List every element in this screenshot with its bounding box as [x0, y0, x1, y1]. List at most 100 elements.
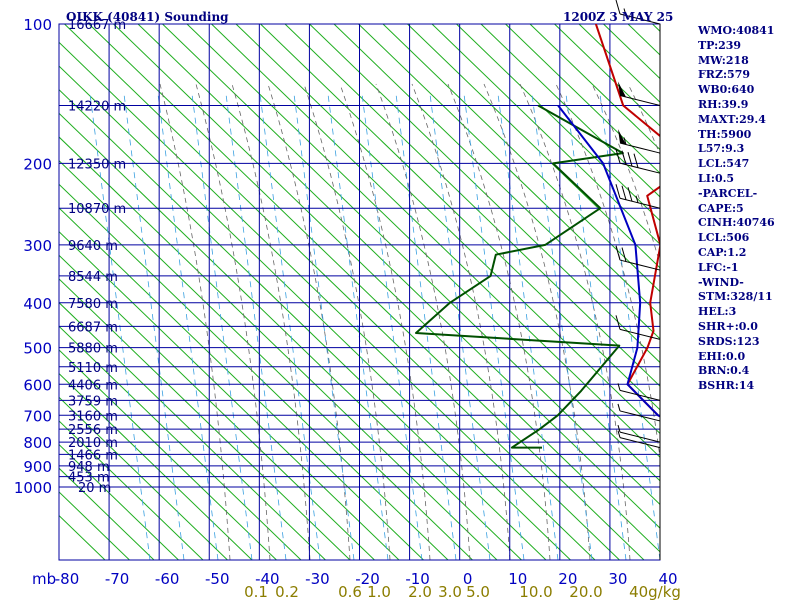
wind-barb-flag [627, 152, 633, 167]
wind-barb-shaft [619, 162, 661, 174]
mixing-ratio-label: 20.0 [569, 583, 602, 600]
pressure-tick-label: 200 [23, 155, 52, 173]
pressure-tick-label: 100 [23, 16, 52, 34]
wind-barb-flag [615, 0, 621, 15]
dry-adiabat-line [59, 467, 155, 560]
wind-barb-flag [615, 184, 621, 199]
wind-barb-shaft [619, 389, 661, 401]
wind-barb-shaft [619, 259, 661, 271]
temperature-axis-unit: mb [32, 570, 56, 588]
height-label: 9640 m [68, 239, 118, 254]
wind-barb [615, 184, 661, 209]
wind-barb [615, 0, 661, 25]
height-label: 453 m [68, 471, 110, 486]
temperature-tick-label: -30 [305, 570, 330, 588]
dry-adiabat-line [59, 207, 424, 560]
mixing-ratio-line [89, 93, 151, 560]
dry-adiabat-line [162, 24, 660, 506]
pressure-tick-label: 900 [23, 458, 52, 476]
wind-barb-half-flag [617, 383, 621, 391]
temperature-tick-label: -40 [255, 570, 280, 588]
index-item: MW:218 [698, 53, 749, 67]
index-item: FRZ:579 [698, 68, 751, 82]
temperature-tick-label: -50 [205, 570, 230, 588]
chart-title: OIKK (40841) Sounding [66, 10, 229, 24]
temperature-tick-label: 0 [463, 570, 473, 588]
parcel-line [557, 104, 660, 418]
dry-adiabat-line [358, 24, 660, 316]
index-item: L57:9.3 [698, 142, 745, 156]
height-label: 16667 m [68, 18, 126, 33]
mixing-ratio-line [293, 93, 355, 560]
index-item: HEL:3 [698, 305, 737, 319]
wind-barb-flag [621, 247, 627, 262]
dry-adiabat-line [59, 159, 473, 560]
wind-barb [618, 129, 661, 154]
dry-adiabat-line [59, 254, 375, 560]
dry-adiabat-line [211, 24, 660, 458]
dry-adiabat-line [113, 24, 660, 553]
index-item: CAP:1.2 [698, 245, 747, 259]
wind-barb-flag [627, 187, 633, 202]
wind-barb-shaft [619, 95, 661, 107]
height-label: 1466 m [68, 448, 118, 463]
height-label: 3160 m [68, 409, 118, 424]
temperature-tick-label: 20 [558, 570, 577, 588]
dry-adiabat-line [59, 65, 571, 560]
wind-barb-flag [615, 315, 621, 330]
dry-adiabat-line [480, 24, 660, 198]
mixing-ratio-label: 10.0 [519, 583, 552, 600]
height-label: 3759 m [68, 394, 118, 409]
height-label: 4406 m [68, 378, 118, 393]
wind-barb-half-flag [623, 8, 627, 16]
wind-barb-flag [621, 185, 627, 200]
height-label: 6687 m [68, 320, 118, 335]
wind-barb-shaft [619, 431, 661, 443]
index-item: -WIND- [698, 275, 744, 289]
mixing-ratio-label: 40g/kg [629, 583, 681, 600]
index-item: EHI:0.0 [698, 349, 746, 363]
wind-barb-shaft [619, 328, 661, 340]
wind-barb-flag [621, 150, 627, 165]
mixing-ratio-line [361, 93, 423, 560]
temperature-tick-label: -70 [105, 570, 130, 588]
index-item: CINH:40746 [698, 216, 775, 230]
dry-adiabat-line [260, 24, 660, 411]
dry-adiabat-line [284, 24, 660, 387]
wind-barb-half-flag [635, 195, 639, 203]
wind-barb [618, 81, 661, 107]
index-item: RH:39.9 [698, 97, 749, 111]
wind-barb-pennant [618, 81, 626, 98]
dry-adiabat-line [59, 349, 277, 560]
wind-barb-shaft [619, 197, 661, 209]
mixing-ratio-line [599, 93, 660, 560]
wind-barb-half-flag [623, 137, 627, 145]
pressure-tick-label: 300 [23, 237, 52, 255]
wind-barb-pennant [618, 129, 626, 145]
wind-barb [615, 245, 661, 271]
dry-adiabat-line [59, 443, 179, 560]
dry-adiabat-line [431, 24, 660, 245]
dry-adiabat-line [382, 24, 660, 293]
dry-adiabat-line [64, 24, 620, 560]
mixing-ratio-label: 0.6 [338, 583, 362, 600]
moist-adiabat-line [447, 83, 551, 560]
index-item: LFC:-1 [698, 260, 739, 274]
height-label: 7580 m [68, 297, 118, 312]
temperature-tick-label: 10 [508, 570, 527, 588]
dry-adiabat-line [59, 278, 351, 560]
index-item: TP:239 [698, 38, 742, 52]
height-label: 2010 m [68, 436, 118, 451]
wind-barb [615, 149, 661, 174]
mixing-ratio-line [531, 93, 593, 560]
wind-barb [617, 424, 661, 443]
mixing-ratio-label: 0.2 [275, 583, 299, 600]
index-item: BSHR:14 [698, 379, 755, 393]
dry-adiabat-line [59, 325, 302, 560]
mixing-ratio-line [259, 93, 321, 560]
index-item: STM:328/11 [698, 290, 773, 304]
height-label: 12350 m [68, 157, 126, 172]
mixing-ratio-label: 3.0 [438, 583, 462, 600]
mixing-ratio-line [123, 93, 185, 560]
wind-barb [617, 383, 661, 401]
